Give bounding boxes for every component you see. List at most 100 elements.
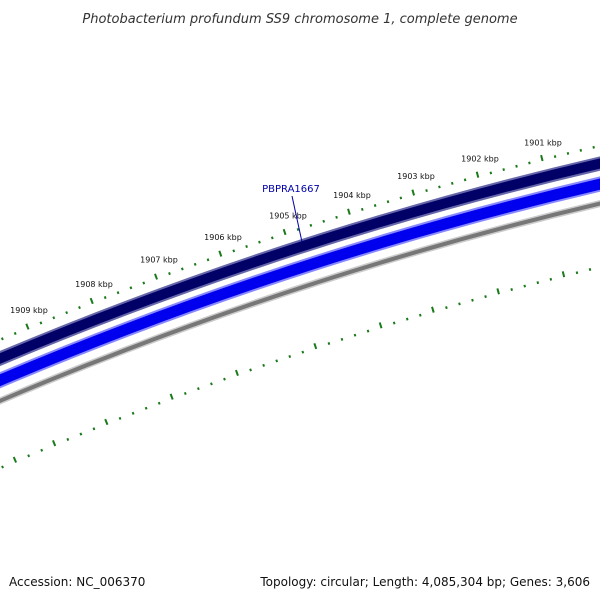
outer-minor-tick <box>0 337 4 341</box>
tick-label: 1905 kbp <box>269 211 307 220</box>
inner-major-tick <box>52 440 57 447</box>
tick-label: 1907 kbp <box>140 256 178 265</box>
gene-label[interactable]: PBPRA1667 <box>262 184 320 195</box>
outer-minor-tick <box>515 164 518 168</box>
map-title: Photobacterium profundum SS9 chromosome … <box>82 12 517 27</box>
outer-minor-tick <box>193 262 197 266</box>
gene-feature[interactable]: PBPRA1667 <box>262 184 320 243</box>
outer-minor-tick <box>245 245 248 249</box>
accession-text: Accession: NC_006370 <box>9 575 145 589</box>
inner-minor-tick <box>288 354 292 358</box>
inner-major-tick <box>12 456 18 463</box>
outer-minor-tick <box>579 148 583 152</box>
outer-minor-tick <box>322 219 326 223</box>
inner-minor-tick <box>249 368 252 372</box>
inner-minor-tick <box>340 337 344 341</box>
inner-minor-tick <box>144 406 148 410</box>
outer-minor-tick <box>52 316 56 320</box>
inner-minor-tick <box>262 363 265 367</box>
inner-minor-tick <box>588 268 592 271</box>
outer-minor-tick <box>39 321 43 325</box>
tick-label: 1904 kbp <box>333 191 371 200</box>
outer-minor-tick <box>78 306 81 310</box>
outer-minor-tick <box>13 331 17 336</box>
outer-minor-tick <box>309 223 313 227</box>
inner-minor-tick <box>471 298 474 302</box>
outer-major-tick <box>282 228 287 236</box>
inner-minor-tick <box>275 359 279 363</box>
inner-minor-tick <box>484 295 487 299</box>
outer-minor-tick <box>258 240 261 244</box>
inner-minor-tick <box>445 306 448 310</box>
outer-major-tick <box>89 297 94 305</box>
outer-minor-tick <box>168 272 171 276</box>
outer-minor-tick <box>335 215 338 219</box>
tick-label: 1901 kbp <box>524 138 562 147</box>
outer-major-tick <box>218 250 223 257</box>
inner-minor-tick <box>92 427 96 431</box>
outer-minor-tick <box>180 267 184 271</box>
outer-minor-tick <box>270 236 274 240</box>
outer-major-tick <box>154 273 158 280</box>
outer-minor-tick <box>463 178 467 182</box>
inner-minor-tick <box>510 288 513 291</box>
inner-major-tick <box>496 288 500 295</box>
outer-minor-tick <box>206 258 210 262</box>
tick-label: 1909 kbp <box>10 306 48 315</box>
inner-minor-tick <box>405 317 409 321</box>
inner-minor-tick <box>197 387 200 391</box>
inner-major-tick <box>104 418 109 426</box>
inner-minor-tick <box>66 437 70 441</box>
gene-leader-line <box>291 195 303 243</box>
tick-label: 1906 kbp <box>204 233 242 242</box>
inner-minor-tick <box>131 411 135 415</box>
inner-minor-tick <box>301 350 305 354</box>
outer-minor-tick <box>386 200 390 204</box>
outer-major-tick <box>540 154 544 162</box>
outer-minor-tick <box>438 185 441 189</box>
reverse-strand <box>0 178 600 387</box>
outer-minor-tick <box>142 281 146 285</box>
outer-minor-tick <box>502 168 505 172</box>
outer-minor-tick <box>103 296 107 300</box>
outer-minor-tick <box>592 145 595 149</box>
outer-major-tick <box>25 323 30 330</box>
inner-minor-tick <box>523 284 527 288</box>
inner-minor-tick <box>1 465 4 469</box>
inner-major-tick <box>431 306 435 313</box>
tick-label: 1908 kbp <box>75 280 113 289</box>
inner-major-tick <box>235 369 239 377</box>
inner-minor-tick <box>210 382 213 386</box>
outer-minor-tick <box>116 291 120 295</box>
outer-minor-tick <box>566 151 570 155</box>
outer-major-tick <box>411 189 416 196</box>
backbone <box>0 201 600 404</box>
outer-major-tick <box>475 171 480 178</box>
outer-major-tick <box>347 208 351 215</box>
tick-label: 1902 kbp <box>461 155 499 164</box>
inner-minor-tick <box>40 448 44 452</box>
tick-labels: 1901 kbp 1902 kbp 1903 kbp 1904 kbp 1905 kbp… <box>10 138 562 314</box>
outer-minor-tick <box>528 161 531 165</box>
inner-major-tick <box>378 322 383 329</box>
inner-major-tick <box>313 342 318 350</box>
genome-tracks <box>0 156 600 405</box>
outer-minor-tick <box>360 207 364 211</box>
outer-minor-tick <box>553 155 557 159</box>
inner-minor-tick <box>366 329 370 333</box>
outer-minor-tick <box>373 204 377 208</box>
inner-minor-tick <box>353 333 357 337</box>
inner-minor-tick <box>327 342 331 346</box>
inner-minor-tick <box>458 302 461 306</box>
inner-minor-tick <box>549 277 553 281</box>
inner-minor-tick <box>575 271 579 275</box>
inner-minor-tick <box>536 281 540 285</box>
inner-minor-tick <box>118 416 122 420</box>
outer-tick-ring <box>0 145 595 341</box>
outer-minor-tick <box>489 171 493 175</box>
outer-minor-tick <box>399 196 403 200</box>
tick-label: 1903 kbp <box>397 172 435 181</box>
inner-minor-tick <box>392 321 396 325</box>
inner-minor-tick <box>183 391 187 395</box>
